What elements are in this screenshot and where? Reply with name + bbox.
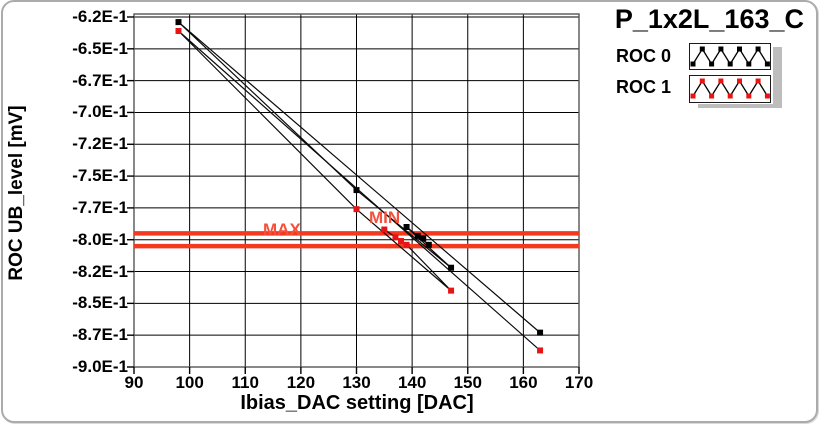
x-tick-label: 110 (231, 373, 259, 392)
data-point-marker (175, 19, 182, 26)
y-tick-label: -7.7E-1 (72, 197, 128, 217)
x-tick-label: 90 (124, 373, 144, 392)
y-tick-label: -9.0E-1 (72, 357, 128, 376)
legend-swatch-roc0[interactable] (689, 43, 771, 70)
x-tick-label: 160 (509, 373, 538, 392)
data-point-marker (403, 241, 410, 248)
legend-label-roc0: ROC 0 (616, 46, 672, 66)
data-point-marker (392, 234, 399, 241)
data-point-marker (353, 206, 360, 213)
y-axis-label: ROC UB_level [mV] (6, 105, 27, 281)
legend-zigzag-1 (690, 78, 770, 99)
legend-swatch-roc1[interactable] (689, 75, 771, 103)
plot-legend (689, 43, 773, 104)
x-axis-label: Ibias_DAC setting [DAC] (240, 392, 474, 414)
data-point-marker (537, 347, 544, 354)
y-tick-label: -8.7E-1 (72, 325, 128, 345)
limit-label-max: MAX (263, 220, 301, 240)
y-tick-label: -7.2E-1 (72, 134, 128, 154)
x-tick-label: 140 (397, 373, 427, 392)
chart-title: P_1x2L_163_C (614, 4, 804, 34)
y-tick-label: -6.5E-1 (72, 38, 128, 58)
y-tick-label: -8.5E-1 (72, 293, 128, 313)
data-point-marker (420, 235, 427, 242)
data-point-marker (537, 329, 544, 336)
series-line-1 (178, 30, 541, 351)
y-tick-label: -8.0E-1 (72, 229, 128, 249)
x-tick-label: 150 (453, 373, 482, 392)
y-tick-label: -7.5E-1 (72, 166, 128, 186)
data-point-marker (448, 287, 455, 294)
data-point-marker (175, 28, 182, 34)
data-point-marker (425, 241, 432, 248)
legend-label-roc1: ROC 1 (616, 77, 672, 97)
data-point-marker (403, 224, 410, 230)
x-tick-label: 100 (175, 373, 204, 392)
data-point-marker (381, 226, 388, 233)
y-tick-label: -6.7E-1 (72, 70, 128, 90)
data-point-marker (398, 238, 404, 244)
x-tick-label: 170 (564, 373, 594, 392)
data-point-marker (414, 232, 421, 239)
limit-label-min: MIN (369, 208, 401, 228)
y-tick-label: -7.0E-1 (72, 102, 128, 122)
data-point-marker (353, 187, 360, 194)
y-tick-label: -6.2E-1 (72, 7, 128, 26)
y-tick-label: -8.2E-1 (72, 261, 128, 281)
x-tick-label: 130 (342, 373, 371, 392)
x-tick-label: 120 (286, 373, 316, 392)
legend-zigzag-0 (690, 46, 770, 67)
series-line-0 (178, 21, 541, 334)
data-point-marker (448, 264, 455, 271)
